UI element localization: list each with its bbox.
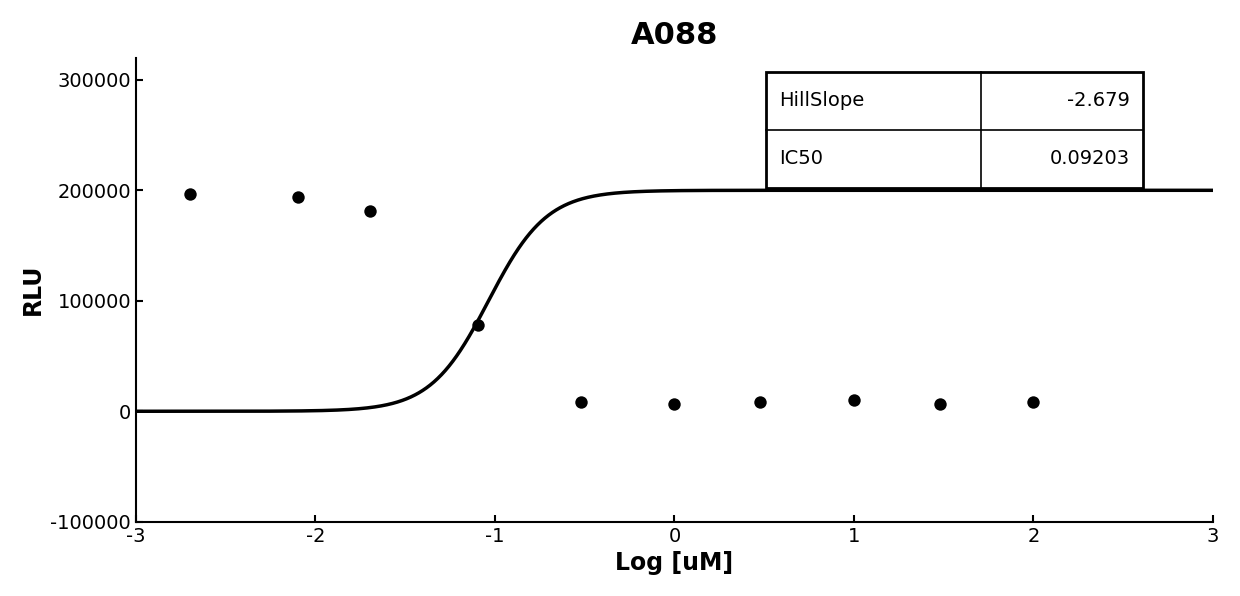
Point [1023, 398, 1043, 407]
Point [570, 398, 590, 407]
Point [180, 189, 200, 198]
Title: A088: A088 [631, 21, 718, 50]
Bar [766, 72, 1143, 188]
Point [360, 207, 379, 216]
Text: -2.679: -2.679 [1068, 91, 1130, 110]
Point [467, 320, 487, 330]
Point [750, 398, 770, 407]
Point [930, 399, 950, 408]
Text: HillSlope: HillSlope [779, 91, 864, 110]
X-axis label: Log [uM]: Log [uM] [615, 551, 734, 575]
Text: 0.09203: 0.09203 [1050, 149, 1130, 168]
Y-axis label: RLU: RLU [21, 264, 45, 315]
Point [844, 396, 864, 405]
Text: IC50: IC50 [779, 149, 823, 168]
Point [665, 399, 684, 408]
Point [288, 192, 308, 201]
